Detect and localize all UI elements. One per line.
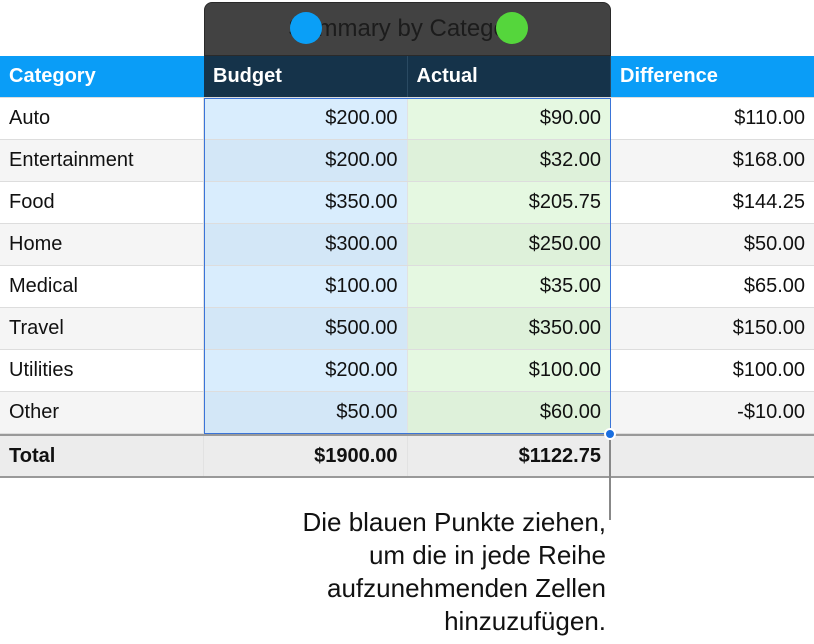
header-budget[interactable]: Budget: [204, 56, 408, 97]
cell-difference[interactable]: $110.00: [734, 107, 805, 129]
cell-budget[interactable]: $300.00: [204, 224, 408, 265]
callout-line-1: Die blauen Punkte ziehen,: [302, 507, 606, 537]
table-row: Travel $500.00 $350.00 $150.00: [0, 308, 814, 350]
table-row: Other $50.00 $60.00 -$10.00: [0, 392, 814, 434]
cell-category[interactable]: Auto: [0, 98, 204, 139]
cell-actual[interactable]: $205.75: [407, 182, 611, 223]
category-summary-header[interactable]: Summary by Category: [204, 2, 611, 56]
table-row: Home $300.00 $250.00 $50.00: [0, 224, 814, 266]
cell-difference[interactable]: $168.00: [732, 149, 805, 171]
cell-category[interactable]: Entertainment: [0, 140, 204, 181]
cell-budget[interactable]: $100.00: [204, 266, 408, 307]
cell-category[interactable]: Travel: [0, 308, 204, 349]
cell-category[interactable]: Other: [0, 392, 204, 433]
selection-resize-handle[interactable]: [604, 428, 616, 440]
cell-difference[interactable]: $50.00: [743, 233, 805, 255]
cell-actual[interactable]: $90.00: [407, 98, 611, 139]
summary-table: Category Budget Actual Difference Auto $2…: [0, 56, 814, 478]
cell-budget[interactable]: $500.00: [204, 308, 408, 349]
callout-text: Die blauen Punkte ziehen, um die in jede…: [302, 506, 606, 638]
blue-drag-dot[interactable]: [290, 12, 322, 44]
cell-difference[interactable]: $144.25: [732, 191, 805, 213]
cell-category[interactable]: Utilities: [0, 350, 204, 391]
total-label[interactable]: Total: [0, 436, 204, 476]
summary-title: Summary by Category: [288, 15, 527, 42]
cell-actual[interactable]: $60.00: [407, 392, 611, 433]
total-budget[interactable]: $1900.00: [204, 436, 408, 476]
cell-difference[interactable]: $100.00: [732, 359, 805, 381]
cell-budget[interactable]: $200.00: [204, 350, 408, 391]
cell-category[interactable]: Home: [0, 224, 204, 265]
callout-line-2: um die in jede Reihe: [368, 540, 606, 570]
cell-actual[interactable]: $250.00: [407, 224, 611, 265]
cell-category[interactable]: Food: [0, 182, 204, 223]
cell-difference[interactable]: $150.00: [732, 317, 805, 339]
cell-category[interactable]: Medical: [0, 266, 204, 307]
header-category[interactable]: Category: [9, 65, 96, 87]
callout-line: [609, 440, 611, 520]
total-actual[interactable]: $1122.75: [408, 436, 611, 476]
cell-budget[interactable]: $200.00: [204, 98, 408, 139]
callout-line-3: aufzunehmenden Zellen: [327, 573, 606, 603]
table-row: Food $350.00 $205.75 $144.25: [0, 182, 814, 224]
header-row: Category Budget Actual Difference: [0, 56, 814, 98]
cell-difference[interactable]: $65.00: [743, 275, 805, 297]
total-row: Total $1900.00 $1122.75: [0, 434, 814, 476]
header-actual[interactable]: Actual: [407, 56, 611, 97]
cell-difference[interactable]: -$10.00: [737, 401, 805, 423]
cell-budget[interactable]: $350.00: [204, 182, 408, 223]
green-drag-dot[interactable]: [496, 12, 528, 44]
table-row: Utilities $200.00 $100.00 $100.00: [0, 350, 814, 392]
cell-budget[interactable]: $50.00: [204, 392, 408, 433]
cell-budget[interactable]: $200.00: [204, 140, 408, 181]
cell-actual[interactable]: $35.00: [407, 266, 611, 307]
cell-actual[interactable]: $100.00: [407, 350, 611, 391]
table-row: Medical $100.00 $35.00 $65.00: [0, 266, 814, 308]
cell-actual[interactable]: $32.00: [407, 140, 611, 181]
cell-actual[interactable]: $350.00: [407, 308, 611, 349]
table-row: Auto $200.00 $90.00 $110.00: [0, 98, 814, 140]
callout-line-4: hinzuzufügen.: [444, 606, 606, 636]
table-row: Entertainment $200.00 $32.00 $168.00: [0, 140, 814, 182]
header-difference[interactable]: Difference: [620, 65, 718, 87]
total-difference[interactable]: [611, 436, 814, 476]
